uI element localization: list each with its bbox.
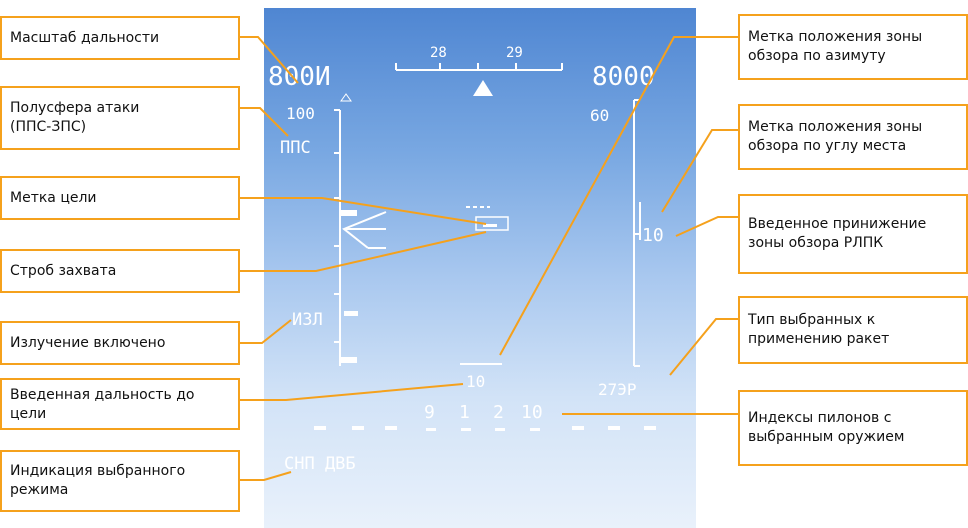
heading-value-left: 28 xyxy=(430,45,447,61)
leader-missile-type xyxy=(669,318,740,376)
leader-elevation-mark xyxy=(661,129,740,213)
pylon-dash xyxy=(385,426,397,430)
callout-mode: Индикация выбранного режима xyxy=(0,450,240,512)
callout-missile-type: Тип выбранных к применению ракет xyxy=(738,296,968,364)
mode-label: СНП ДВБ xyxy=(284,454,356,474)
callout-lock-strobe: Строб захвата xyxy=(0,249,240,293)
pylon-dash xyxy=(352,426,364,430)
pylon-index: 2 xyxy=(493,402,504,423)
leader-hemisphere xyxy=(238,107,289,137)
pylon-index: 9 xyxy=(424,402,435,423)
callout-range-scale: Масштаб дальности xyxy=(0,16,240,60)
leader-target-mark xyxy=(238,197,487,225)
callout-radiation: Излучение включено xyxy=(0,321,240,365)
leader-mode xyxy=(238,471,292,481)
callout-hemisphere: Полусфера атаки (ППС-ЗПС) xyxy=(0,86,240,150)
leader-target-range xyxy=(238,383,464,401)
leader-lock-strobe xyxy=(238,231,487,272)
pylon-dash xyxy=(644,426,656,430)
range-marker-top xyxy=(341,210,357,216)
altitude-label: 8000 xyxy=(592,62,655,92)
missile-type-label: 27ЭР xyxy=(598,380,637,399)
hemisphere-label: ППС xyxy=(280,138,311,158)
callout-target-mark: Метка цели xyxy=(0,176,240,220)
heading-value-right: 29 xyxy=(506,45,523,61)
hud-symbology xyxy=(314,63,656,431)
leader-radiation xyxy=(238,319,292,344)
pylon-index: 10 xyxy=(521,402,543,423)
pylon-index: 1 xyxy=(459,402,470,423)
callout-pylons: Индексы пилонов с выбранным оружием xyxy=(738,390,968,466)
radiation-bar xyxy=(344,311,358,316)
lock-strobe xyxy=(475,216,509,231)
heading-pointer xyxy=(473,80,493,96)
callout-depression: Введенное принижение зоны обзора РЛПК xyxy=(738,194,968,274)
callout-elevation-mark: Метка положения зоны обзора по углу мест… xyxy=(738,104,968,170)
range-scale-label: 800И xyxy=(268,62,331,92)
callout-target-range: Введенная дальность до цели xyxy=(0,378,240,430)
leader-depression xyxy=(675,216,740,237)
hud-display: 28 29 800И 8000 100 60 ППС ИЗЛ 10 10 27Э… xyxy=(264,8,696,528)
range-caret xyxy=(340,93,352,102)
pylon-dash xyxy=(572,426,584,430)
range-max-label: 100 xyxy=(286,104,315,123)
target-range-label: 10 xyxy=(466,372,486,391)
radiation-label: ИЗЛ xyxy=(292,310,323,330)
depression-label: 10 xyxy=(642,225,664,246)
callout-azimuth-mark: Метка положения зоны обзора по азимуту xyxy=(738,14,968,80)
pylon-dash xyxy=(314,426,326,430)
elevation-scale-label: 60 xyxy=(590,106,610,125)
pylon-dash xyxy=(608,426,620,430)
leader-azimuth-mark xyxy=(499,36,740,356)
range-marker-bottom xyxy=(341,357,357,363)
leader-range-scale xyxy=(238,36,299,84)
